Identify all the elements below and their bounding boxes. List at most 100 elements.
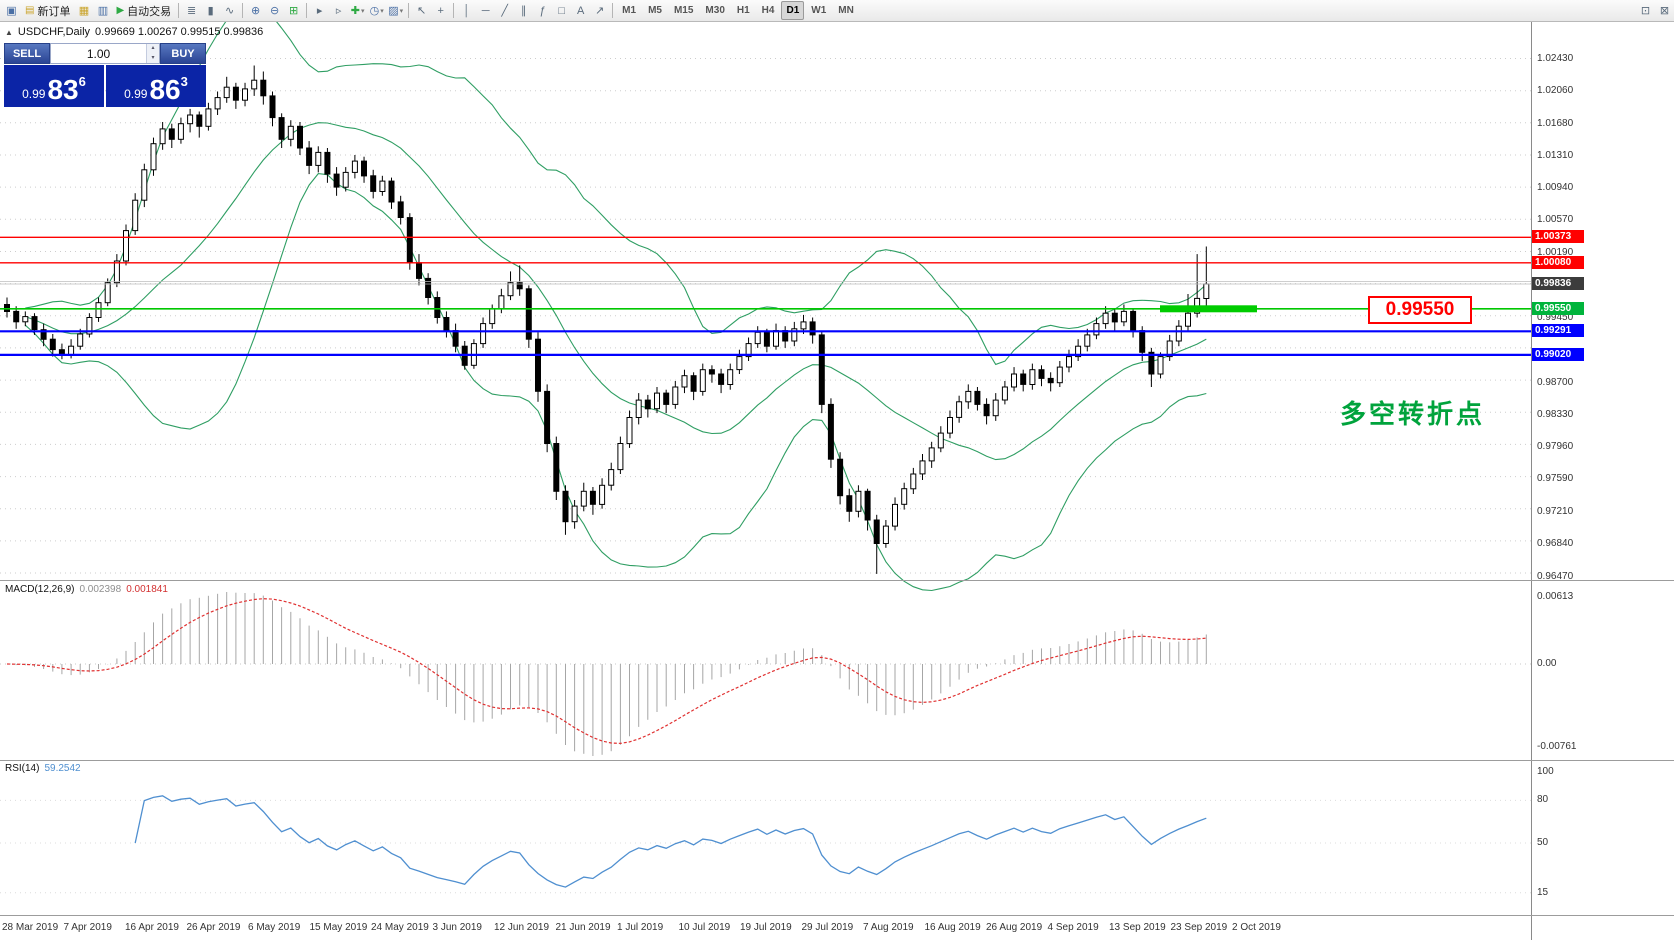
buy-price-sup: 3 (180, 74, 188, 89)
new-order-button[interactable]: ▤ 新订单 (21, 2, 74, 20)
timeframe-W1[interactable]: W1 (811, 5, 827, 16)
bar-chart-icon[interactable]: ≣ (187, 5, 197, 17)
date-axis[interactable]: 28 Mar 2019 7 Apr 2019 16 Apr 2019 26 Apr 2… (0, 916, 1531, 940)
date-axis-border (0, 915, 1674, 916)
toolbar-separator (178, 3, 180, 18)
toolbar-separator (408, 3, 410, 18)
sell-price-display[interactable]: 0.99 83 6 (4, 65, 104, 107)
price-axis-label: 0.98700 (1537, 377, 1574, 388)
macd-axis-label: 0.00 (1537, 658, 1557, 669)
chart-symbol-title: USDCHF,Daily (17, 26, 91, 38)
rsi-header: RSI(14) 59.2542 (5, 763, 81, 774)
timeframe-M15[interactable]: M15 (673, 5, 694, 16)
timeframe-M1[interactable]: M1 (622, 5, 637, 16)
pane-separator-macd[interactable] (0, 580, 1674, 581)
grid-lines (0, 58, 1531, 574)
timeframe-H1[interactable]: H1 (736, 5, 750, 16)
dock-panel-icon[interactable]: ⊡ (1640, 5, 1651, 17)
zoom-in-icon[interactable]: ⊕ (251, 5, 261, 17)
template-menu-button[interactable]: ▨ ▾ (388, 5, 404, 17)
macd-signal-value: 0.001841 (126, 584, 168, 595)
lot-size-control: ▴ ▾ (50, 43, 160, 64)
channel-tool-icon[interactable]: ∥ (520, 5, 527, 17)
date-label: 13 Sep 2019 (1109, 922, 1166, 933)
tile-windows-icon[interactable]: ⊞ (289, 5, 299, 17)
toolbar-separator (612, 3, 614, 18)
charts-grid-icon[interactable]: ▦ (78, 5, 90, 17)
candlestick-chart-icon[interactable]: ▮ (207, 5, 214, 17)
price-axis-label: 0.98330 (1537, 409, 1574, 420)
date-label: 2 Oct 2019 (1232, 922, 1281, 933)
auto-trading-button[interactable]: ▶ 自动交易 (112, 2, 175, 20)
date-label: 23 Sep 2019 (1170, 922, 1228, 933)
fibonacci-tool-icon[interactable]: ƒ (539, 4, 546, 17)
period-menu-button[interactable]: ◷ ▾ (369, 5, 384, 17)
chart-title-bar: ▲ USDCHF,Daily 0.99669 1.00267 0.99515 0… (5, 26, 263, 38)
date-label: 26 Aug 2019 (986, 922, 1043, 933)
candles (4, 65, 1210, 574)
chart-window-icon[interactable]: ▣ (6, 5, 17, 17)
toolbar: ▣ ▤ 新订单 ▦ ▥ ▶ 自动交易 ≣ ▮ ∿ ⊕ ⊖ ⊞ ▸ ▹ ✚ ▾ ◷ ▾ ▨ ▾ ↖ + │ ─ ╱ ∥ ƒ □ A ↗ M1 M5… (0, 0, 1674, 22)
timeframe-MN[interactable]: MN (838, 5, 854, 16)
cursor-tool-icon[interactable]: ↖ (417, 5, 427, 17)
line-chart-icon[interactable]: ∿ (225, 5, 235, 17)
sell-button[interactable]: SELL (4, 43, 50, 64)
crosshair-tool-icon[interactable]: + (437, 4, 444, 17)
price-axis-label: 0.96470 (1537, 571, 1574, 582)
one-click-toggle-icon[interactable]: ▲ (5, 27, 13, 37)
buy-price-display[interactable]: 0.99 86 3 (106, 65, 206, 107)
price-tag-0.99291: 0.99291 (1532, 324, 1584, 337)
rsi-indicator-name: RSI(14) (5, 763, 40, 774)
sell-price-prefix: 0.99 (22, 87, 46, 101)
add-indicator-button[interactable]: ✚ ▾ (350, 5, 365, 17)
highlight-segment[interactable] (1160, 305, 1257, 313)
text-tool-icon[interactable]: A (576, 4, 585, 17)
zoom-out-icon[interactable]: ⊖ (270, 5, 280, 17)
macd-axis-label: 0.00613 (1537, 591, 1574, 602)
chart-canvas[interactable] (0, 0, 1531, 946)
sell-price-sup: 6 (78, 74, 86, 89)
date-label: 16 Apr 2019 (125, 922, 179, 933)
price-axis-label: 1.01680 (1537, 118, 1574, 129)
macd-histogram (15, 592, 1207, 756)
lot-size-input[interactable] (51, 44, 146, 63)
lot-decrease-button[interactable]: ▾ (147, 53, 159, 63)
timeframe-M5[interactable]: M5 (648, 5, 662, 16)
date-label: 1 Jul 2019 (617, 922, 664, 933)
dropdown-caret-icon: ▾ (361, 7, 365, 15)
trendline-tool-icon[interactable]: ╱ (501, 5, 508, 17)
buy-button[interactable]: BUY (160, 43, 206, 64)
price-axis[interactable]: 1.02430 1.02060 1.01680 1.01310 1.00940 1.005… (1531, 22, 1674, 940)
price-axis-label: 0.96840 (1537, 538, 1574, 549)
pane-separator-rsi[interactable] (0, 760, 1674, 761)
dropdown-caret-icon: ▾ (380, 7, 384, 15)
date-label: 10 Jul 2019 (678, 922, 731, 933)
auto-scroll-icon[interactable]: ▸ (316, 5, 323, 17)
window-tools-icon[interactable]: ⊠ (1659, 5, 1670, 17)
arrows-tool-icon[interactable]: ↗ (595, 5, 605, 17)
horizontal-line-tool-icon[interactable]: ─ (481, 4, 490, 17)
sell-price-big: 83 (47, 74, 79, 105)
date-label: 6 May 2019 (248, 922, 301, 933)
lot-increase-button[interactable]: ▴ (147, 44, 159, 54)
timeframe-M30[interactable]: M30 (705, 5, 725, 16)
chart-shift-icon[interactable]: ▹ (335, 5, 342, 17)
rsi-axis-label: 100 (1537, 766, 1554, 777)
vertical-line-tool-icon[interactable]: │ (463, 4, 471, 17)
macd-axis-label: -0.00761 (1537, 741, 1577, 752)
date-label: 15 May 2019 (309, 922, 368, 933)
timeframe-D1[interactable]: D1 (781, 1, 805, 20)
buy-price-big: 86 (149, 74, 181, 105)
date-label: 24 May 2019 (371, 922, 429, 933)
timeframe-H4[interactable]: H4 (761, 5, 775, 16)
shapes-tool-icon[interactable]: □ (558, 4, 565, 17)
price-axis-label: 1.00570 (1537, 214, 1574, 225)
price-tag-1.00080: 1.00080 (1532, 256, 1584, 269)
market-watch-icon[interactable]: ▥ (97, 5, 109, 17)
rsi-value: 59.2542 (44, 763, 81, 774)
chart-annotation-text: 多空转折点 (1340, 399, 1486, 429)
date-label: 16 Aug 2019 (924, 922, 981, 933)
price-axis-label: 1.00940 (1537, 182, 1574, 193)
price-callout-label[interactable]: 0.99550 (1368, 296, 1472, 324)
